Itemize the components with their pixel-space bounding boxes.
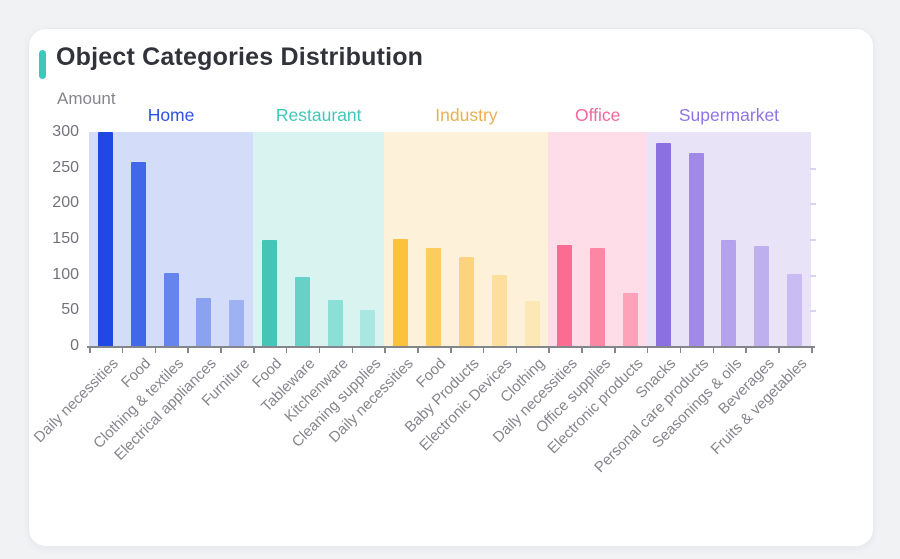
x-axis-tick [318,348,321,353]
bar-industry-clothing[interactable] [524,301,540,346]
bar-office-office-supplies[interactable] [590,247,606,346]
y-tick-label: 250 [52,158,79,176]
bar-industry-food[interactable] [426,247,442,346]
x-axis-tick [154,348,157,353]
chart-card: Object Categories Distribution Amount 0 5… [28,28,874,547]
group-label-restaurant: Restaurant [275,105,362,125]
y-tick-label: 100 [52,265,79,283]
card-header: Object Categories Distribution [29,29,873,89]
bar-office-electronic-products[interactable] [623,293,638,346]
bar-supermarket-personal-care-products[interactable] [688,152,704,346]
group-label-supermarket: Supermarket [678,105,780,125]
y-axis-title: Amount [57,89,116,108]
x-axis-tick [187,348,189,353]
y-tick-label: 200 [52,194,79,212]
y-tick-label: 300 [52,123,79,140]
bar-office-daily-necessities[interactable] [557,244,573,346]
x-axis-tick [285,348,288,353]
right-axis-tick [810,203,816,206]
bar-industry-daily-necessities[interactable] [393,239,409,346]
bar-restaurant-food[interactable] [262,240,277,346]
group-label-home: Home [147,105,195,125]
x-axis-tick [482,348,485,353]
group-label-industry: Industry [435,105,498,125]
bar-home-electrical-appliances[interactable] [196,297,212,346]
bar-supermarket-fruits-vegetables[interactable] [787,273,803,346]
x-axis-tick [515,348,518,353]
bar-supermarket-beverages[interactable] [754,246,770,346]
x-axis-tick [450,348,452,353]
x-axis-tick [121,348,124,353]
x-axis-tick [548,348,550,353]
x-axis-tick [417,348,419,353]
right-axis-tick [810,239,816,241]
x-axis-line [87,346,815,348]
bar-restaurant-tableware[interactable] [294,276,310,346]
bar-restaurant-kitchenware[interactable] [327,300,343,346]
bar-supermarket-seasonings-oils[interactable] [721,240,737,346]
x-axis-tick [220,348,222,353]
y-tick-label: 50 [61,301,79,319]
bar-home-clothing-textiles[interactable] [163,273,179,346]
bar-industry-baby-products[interactable] [458,256,474,346]
y-tick-label: 150 [52,230,79,247]
x-axis-tick [778,348,780,353]
right-axis-tick [810,310,816,313]
plot-area [89,132,811,346]
bar-home-furniture[interactable] [229,300,245,346]
bar-restaurant-cleaning-supplies[interactable] [360,310,376,346]
x-axis-tick [581,348,583,353]
bar-industry-electronic-devices[interactable] [491,275,507,346]
group-label-office: Office [574,105,621,125]
x-axis-tick [712,348,715,353]
x-axis-tick [679,348,682,353]
x-axis-tick [745,348,747,353]
right-axis-tick [810,274,816,277]
x-axis-tick [811,348,813,353]
x-axis-tick [384,348,386,353]
bar-home-food[interactable] [130,161,146,346]
x-axis-tick [89,348,91,353]
bar-home-daily-necessities[interactable] [97,132,113,346]
x-axis-tick [351,348,354,353]
bar-chart: 0 50 100 150 200 250 300 Home Daily necessities… [29,29,873,546]
x-axis-tick [646,348,649,353]
y-tick-label: 0 [70,337,79,354]
bar-supermarket-snacks[interactable] [655,143,671,346]
title-accent-bar [39,50,46,79]
page-title: Object Categories Distribution [56,43,424,71]
x-axis-tick [253,348,255,353]
x-axis-tick [614,348,616,353]
right-axis-tick [810,167,816,170]
